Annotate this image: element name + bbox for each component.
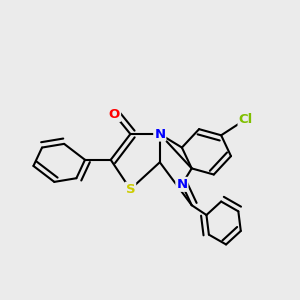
Text: N: N xyxy=(154,128,165,141)
Text: S: S xyxy=(126,183,135,196)
Text: Cl: Cl xyxy=(238,113,253,126)
Text: O: O xyxy=(109,108,120,121)
Text: N: N xyxy=(176,178,188,191)
